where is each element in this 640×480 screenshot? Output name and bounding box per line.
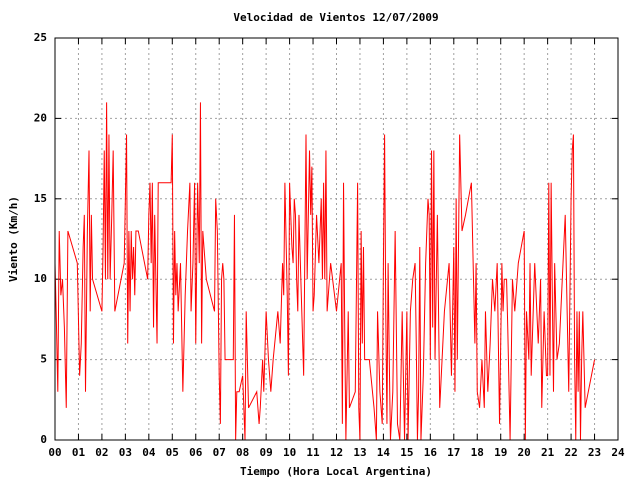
x-tick-label: 00 (48, 446, 61, 459)
x-tick-label: 04 (142, 446, 156, 459)
x-tick-label: 24 (611, 446, 625, 459)
x-tick-label: 12 (330, 446, 343, 459)
x-tick-label: 05 (166, 446, 179, 459)
plot-frame (54, 37, 619, 441)
x-tick-label: 22 (564, 446, 577, 459)
y-tick-label: 15 (34, 192, 47, 205)
y-axis-label: Viento (Km/h) (7, 196, 20, 282)
x-tick-label: 20 (518, 446, 531, 459)
x-tick-label: 02 (95, 446, 108, 459)
x-tick-label: 16 (424, 446, 438, 459)
y-tick-label: 20 (34, 111, 47, 124)
y-tick-label: 25 (34, 31, 47, 44)
x-tick-label: 07 (213, 446, 226, 459)
x-tick-label: 10 (283, 446, 296, 459)
x-tick-label: 11 (306, 446, 320, 459)
x-tick-label: 21 (541, 446, 555, 459)
data-line (54, 102, 596, 441)
x-tick-label: 01 (72, 446, 86, 459)
x-tick-label: 03 (119, 446, 132, 459)
x-tick-label: 08 (236, 446, 249, 459)
x-tick-label: 18 (471, 446, 484, 459)
x-tick-label: 14 (377, 446, 391, 459)
x-tick-label: 19 (494, 446, 507, 459)
x-tick-label: 09 (260, 446, 273, 459)
x-axis-label: Tiempo (Hora Local Argentina) (240, 465, 432, 478)
x-tick-label: 17 (447, 446, 460, 459)
x-tick-label: 23 (588, 446, 601, 459)
x-tick-label: 06 (189, 446, 203, 459)
x-tick-label: 15 (400, 446, 413, 459)
y-tick-label: 5 (40, 353, 47, 366)
x-tick-label: 13 (353, 446, 366, 459)
chart-title: Velocidad de Vientos 12/07/2009 (233, 11, 438, 24)
y-tick-label: 0 (40, 433, 47, 446)
y-tick-label: 10 (34, 272, 47, 285)
